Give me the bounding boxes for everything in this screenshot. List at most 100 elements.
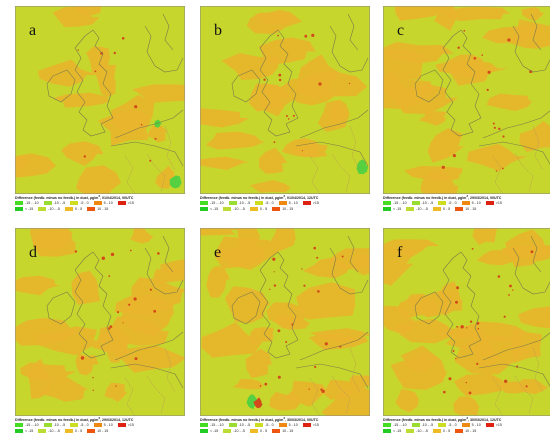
orange-patch xyxy=(466,143,528,172)
legend-swatch xyxy=(411,423,420,427)
country-border xyxy=(331,153,351,193)
red-speck xyxy=(341,255,344,258)
legend-item: 0 - 5 xyxy=(432,429,450,433)
red-speck xyxy=(277,329,281,333)
legend-swatch xyxy=(200,201,208,205)
legend-label: 10 - 15 xyxy=(465,429,477,433)
orange-patch xyxy=(35,326,104,356)
legend-row: < -15 -10 - -5 0 - 5 10 - 15 xyxy=(383,428,550,434)
legend-label: < -15 xyxy=(393,429,402,433)
legend-label: 0 - 5 xyxy=(74,429,83,433)
red-speck xyxy=(109,325,113,328)
legend-item: 5 - 10 xyxy=(278,423,298,427)
legend-row: < -15 -10 - -5 0 - 5 10 - 15 xyxy=(15,206,185,212)
red-speck xyxy=(83,155,87,158)
legend-swatch xyxy=(383,429,391,433)
legend-row: -15 - -10 -10 - -5 -5 - 0 5 - 10 >15 xyxy=(15,200,185,206)
legend-item: < -15 xyxy=(200,207,218,211)
legend-label: -5 - 0 xyxy=(80,423,89,427)
coastline xyxy=(347,13,359,51)
green-patch xyxy=(154,119,162,128)
panel-letter: d xyxy=(29,244,37,261)
red-speck xyxy=(277,34,279,37)
map-e xyxy=(200,228,370,416)
panel-b: b Difference (feedb. minus no feedb.) in … xyxy=(200,6,370,212)
caption-superscript: 3 xyxy=(466,194,469,198)
legend-label: >15 xyxy=(127,423,134,427)
legend-label: >15 xyxy=(312,201,319,205)
coastline xyxy=(482,332,550,361)
orange-patch xyxy=(471,339,500,369)
legend-item: -10 - -5 xyxy=(38,429,60,433)
orange-patch xyxy=(132,84,185,103)
coastline xyxy=(299,109,369,139)
orange-patch xyxy=(219,245,265,270)
coastline xyxy=(530,235,542,273)
legend-swatch xyxy=(200,429,208,433)
legend-swatch xyxy=(302,201,311,205)
legend-row: < -15 -10 - -5 0 - 5 10 - 15 xyxy=(383,206,550,212)
red-speck xyxy=(259,385,262,387)
legend-swatch xyxy=(200,423,208,427)
caption-datetime: , 01/04/2014, 12UTC xyxy=(285,196,319,201)
legend-item: -5 - 0 xyxy=(70,423,89,427)
legend-item: -15 - -10 xyxy=(15,423,39,427)
legend-swatch xyxy=(87,207,96,211)
orange-patch xyxy=(153,268,185,283)
coastline xyxy=(162,235,174,273)
red-speck xyxy=(301,150,303,152)
orange-patch xyxy=(75,165,121,194)
legend-label: < -15 xyxy=(25,429,34,433)
orange-patch xyxy=(292,143,328,158)
orange-patch xyxy=(521,7,545,22)
red-speck xyxy=(448,377,452,381)
legend-swatch xyxy=(485,201,494,205)
legend-label: -5 - 0 xyxy=(80,201,89,205)
red-speck xyxy=(476,362,479,365)
red-speck xyxy=(273,271,275,273)
orange-patch xyxy=(246,12,303,34)
legend-row: -15 - -10 -10 - -5 -5 - 0 5 - 10 >15 xyxy=(15,422,185,428)
legend-swatch xyxy=(383,423,391,427)
panel-caption: Difference (feedb. minus no feedb.) in d… xyxy=(15,416,193,422)
legend-label: -15 - -10 xyxy=(25,423,39,427)
legend-swatch xyxy=(87,429,96,433)
orange-patch xyxy=(383,248,416,286)
legend-item: < -15 xyxy=(383,429,401,433)
orange-patch xyxy=(308,333,370,351)
legend-item: 10 - 15 xyxy=(272,429,293,433)
orange-patch xyxy=(383,69,405,99)
legend-item: -10 - -5 xyxy=(228,201,250,205)
legend-swatch xyxy=(93,201,102,205)
legend-row: < -15 -10 - -5 0 - 5 10 - 15 xyxy=(200,206,370,212)
red-speck xyxy=(443,390,446,394)
legend-swatch xyxy=(455,207,464,211)
red-speck xyxy=(301,268,303,270)
red-speck xyxy=(108,327,111,330)
orange-patch xyxy=(20,362,77,381)
caption-datetime: , 29/03/2014, 12UTC xyxy=(100,418,134,423)
red-speck xyxy=(116,311,120,314)
legend-label: < -15 xyxy=(210,207,219,211)
orange-patch xyxy=(52,6,100,28)
legend-swatch xyxy=(93,423,102,427)
legend-label: -15 - -10 xyxy=(393,423,407,427)
legend-swatch xyxy=(272,429,281,433)
red-speck xyxy=(504,379,508,383)
legend-swatch xyxy=(15,201,23,205)
legend-label: 5 - 10 xyxy=(103,423,113,427)
red-speck xyxy=(476,321,480,325)
legend-item: >15 xyxy=(485,201,502,205)
country-border xyxy=(146,153,166,193)
orange-patch xyxy=(518,306,550,329)
legend-item: < -15 xyxy=(200,429,218,433)
coastline xyxy=(295,363,369,389)
coastline xyxy=(442,251,482,359)
legend-swatch xyxy=(485,423,494,427)
red-speck xyxy=(308,388,310,390)
orange-patch xyxy=(249,180,291,193)
legend-item: 10 - 15 xyxy=(87,429,108,433)
map-frame xyxy=(383,6,550,194)
legend-item: >15 xyxy=(485,423,502,427)
red-speck xyxy=(273,284,277,287)
